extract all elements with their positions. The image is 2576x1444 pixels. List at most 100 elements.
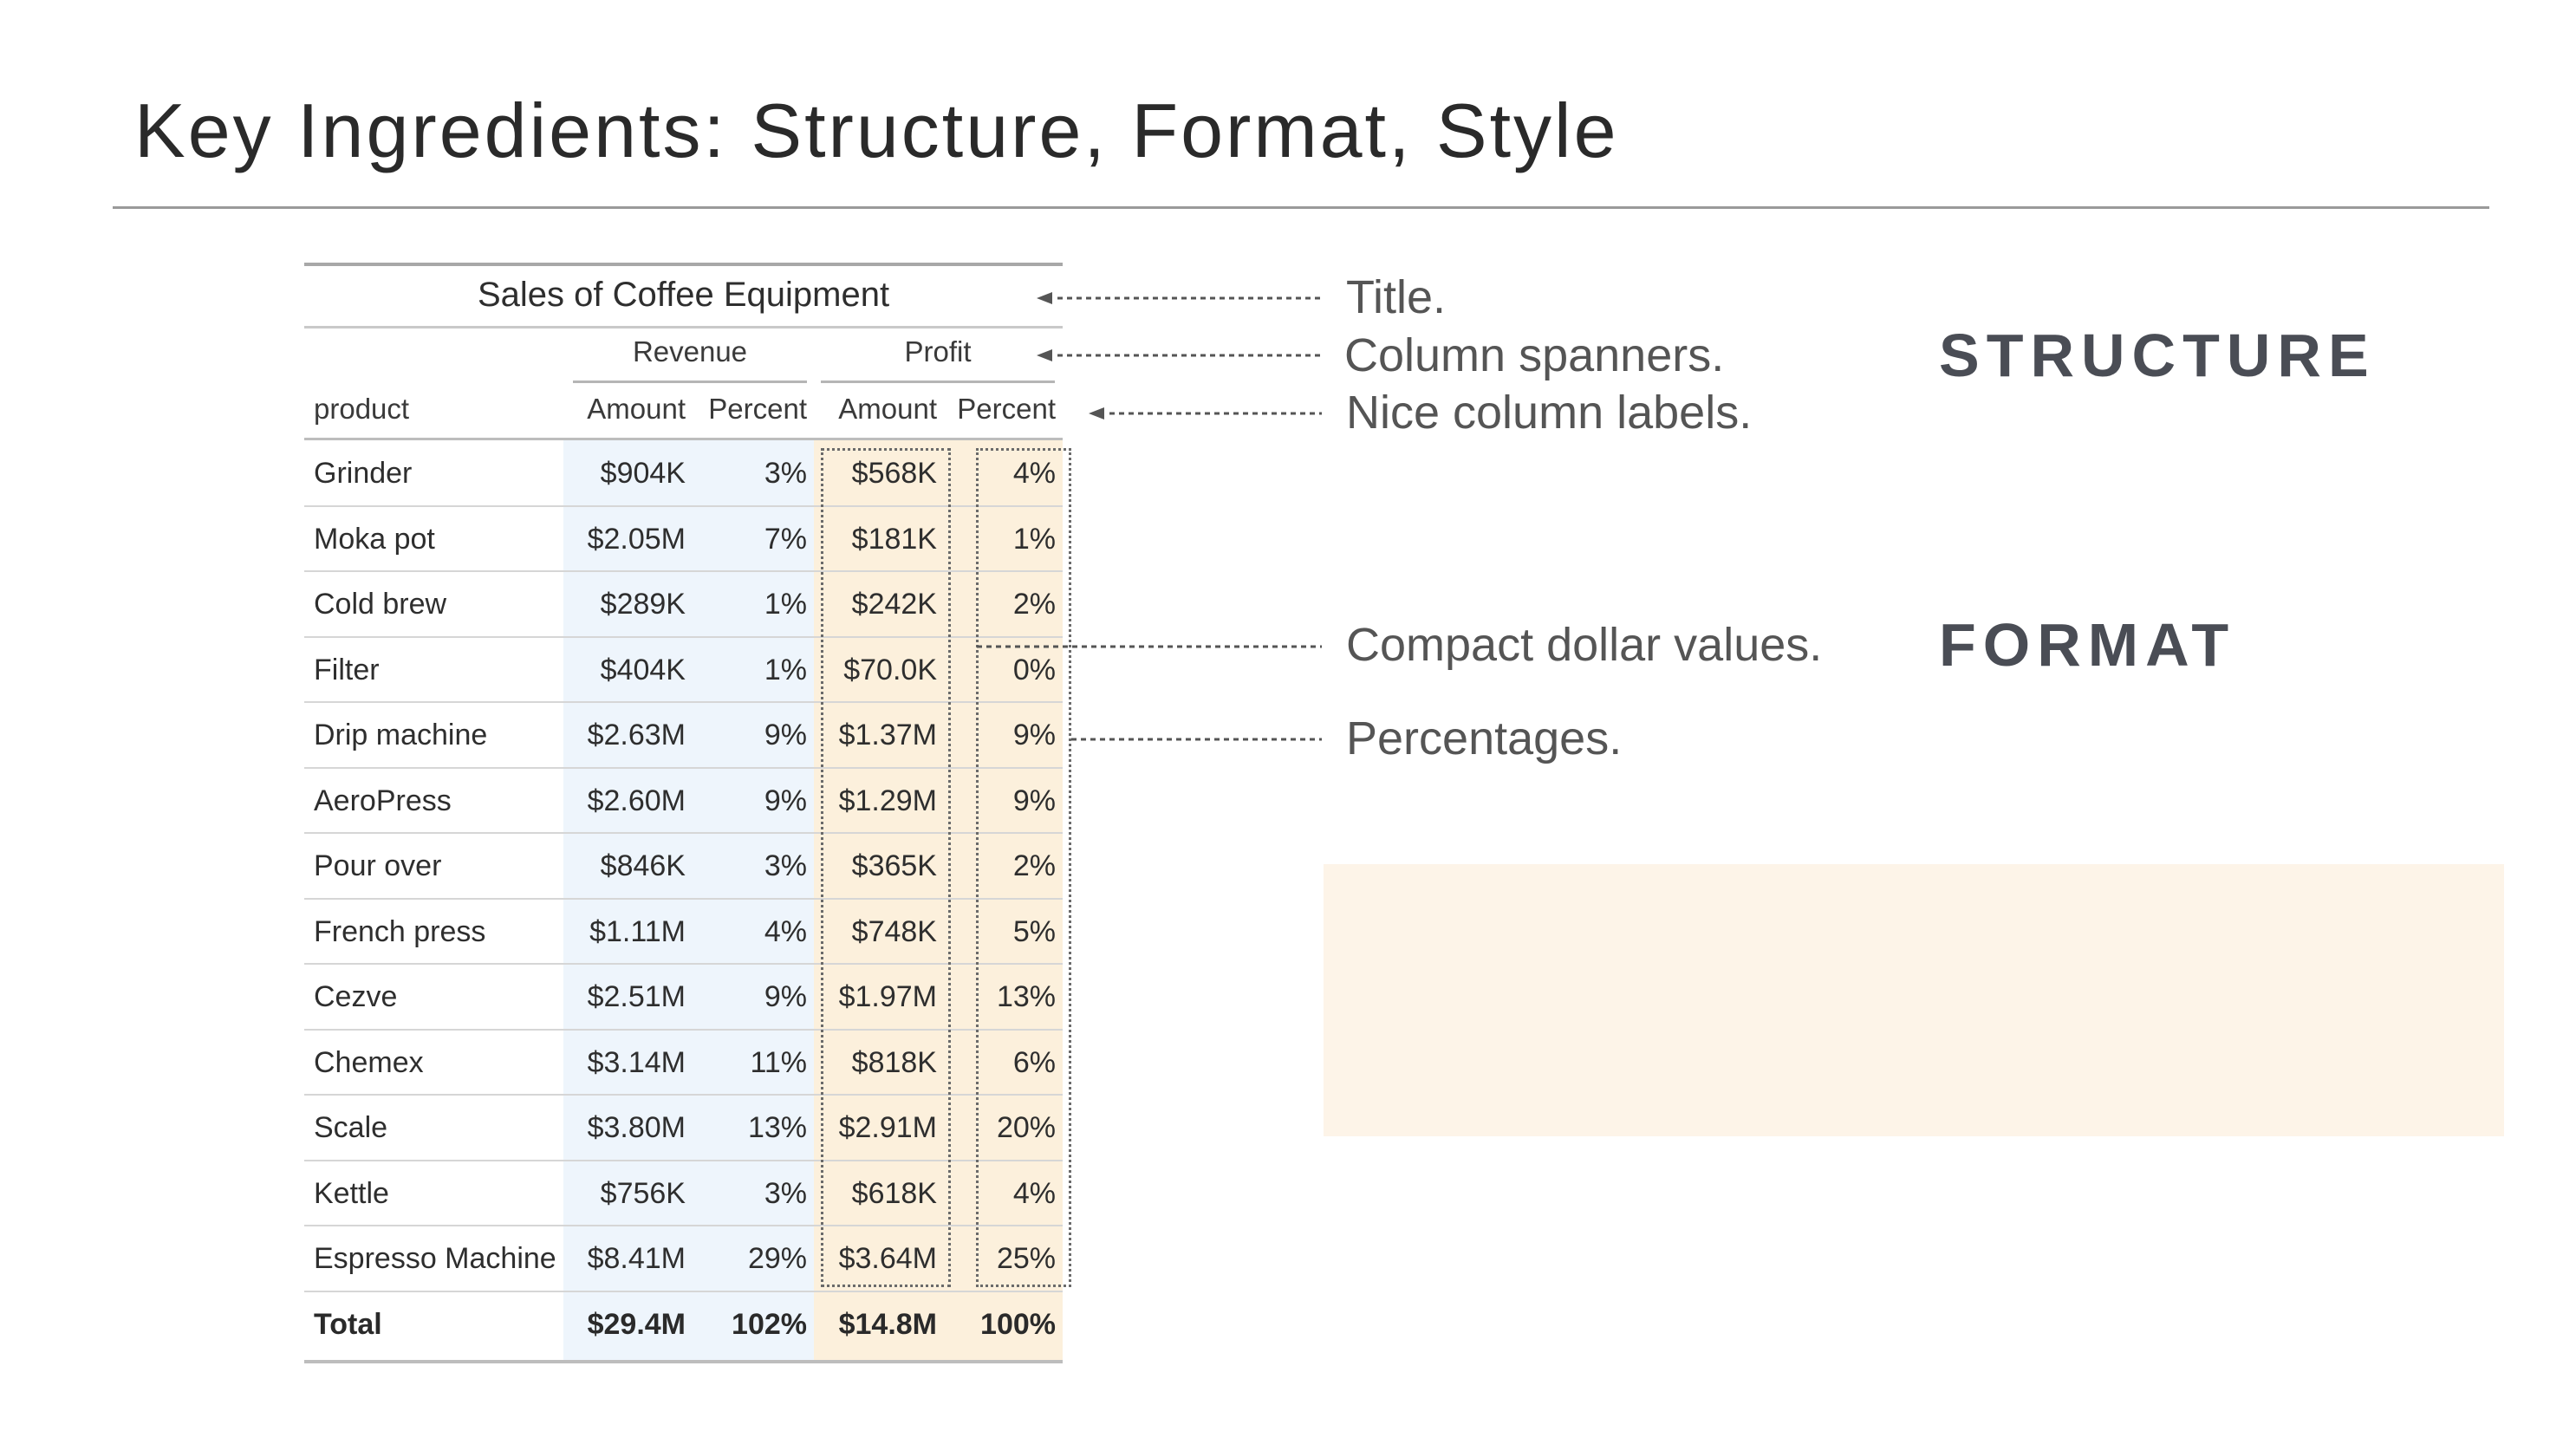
title-bottom-rule: [304, 326, 1063, 328]
row-divider: [304, 1159, 1063, 1161]
revenue-percent-cell: 29%: [747, 1242, 807, 1275]
annotation-labels: Nice column labels.: [1346, 387, 1753, 439]
revenue-percent-cell: 1%: [764, 588, 807, 621]
annotation-spanners: Column spanners.: [1344, 329, 1725, 381]
profit-percent-cell: 9%: [1012, 784, 1056, 817]
profit-percent-cell: 20%: [996, 1111, 1056, 1144]
sales-table: Sales of Coffee Equipment Revenue Profit…: [304, 263, 1071, 1363]
product-cell: Pour over: [314, 849, 442, 882]
table-top-rule: [304, 263, 1063, 266]
product-cell: Total: [314, 1307, 382, 1341]
arrowhead-labels: [1089, 407, 1104, 420]
revenue-amount-cell: $1.11M: [589, 914, 686, 948]
revenue-amount-cell: $2.60M: [587, 784, 686, 817]
profit-percent-cell: 0%: [1012, 653, 1056, 686]
revenue-amount-cell: $29.4M: [587, 1307, 686, 1341]
row-divider: [304, 635, 1063, 638]
revenue-amount-cell: $289K: [600, 588, 686, 621]
table-title: Sales of Coffee Equipment: [477, 276, 890, 314]
revenue-percent-cell: 3%: [764, 849, 807, 882]
profit-amount-cell: $818K: [851, 1045, 937, 1079]
revenue-amount-cell: $3.14M: [587, 1045, 686, 1079]
revenue-percent-cell: 13%: [747, 1111, 807, 1144]
annotation-title: Title.: [1346, 271, 1447, 323]
product-cell: French press: [314, 914, 486, 948]
profit-percent-cell: 9%: [1012, 719, 1056, 751]
spanner-profit-rule: [821, 381, 1055, 383]
profit-amount-cell: $70.0K: [843, 653, 937, 686]
row-divider: [304, 1028, 1063, 1031]
revenue-amount-cell: $2.05M: [587, 522, 686, 556]
profit-percent-highlight: [976, 448, 1071, 1287]
profit-amount-cell: $242K: [851, 588, 937, 621]
product-cell: Chemex: [314, 1045, 424, 1079]
revenue-percent-cell: 9%: [764, 719, 807, 751]
profit-percent-cell: 13%: [996, 980, 1056, 1013]
profit-amount-cell: $1.97M: [838, 980, 937, 1013]
spanner-revenue: Revenue: [632, 335, 748, 368]
profit-amount-cell: $618K: [851, 1176, 937, 1210]
table-bottom-rule: [304, 1360, 1063, 1363]
revenue-amount-cell: $756K: [600, 1176, 686, 1210]
profit-amount-highlight: [821, 448, 951, 1287]
profit-amount-cell: $14.8M: [838, 1307, 937, 1341]
revenue-amount-cell: $846K: [600, 849, 686, 882]
profit-percent-cell: 6%: [1012, 1045, 1056, 1079]
revenue-amount-cell: $2.63M: [587, 719, 686, 751]
row-divider: [304, 963, 1063, 965]
category-structure: STRUCTURE: [1939, 322, 2376, 389]
row-divider: [304, 1225, 1063, 1226]
annotation-compact: Compact dollar values.: [1346, 619, 1823, 671]
profit-percent-cell: 4%: [1012, 1176, 1056, 1210]
revenue-percent-cell: 3%: [764, 1176, 807, 1210]
profit-amount-cell: $2.91M: [838, 1111, 937, 1144]
profit-percent-cell: 2%: [1012, 588, 1056, 621]
row-divider: [304, 504, 1063, 507]
profit-percent-cell: 2%: [1012, 849, 1056, 882]
profit-percent-cell: 5%: [1012, 914, 1056, 948]
revenue-percent-cell: 4%: [764, 914, 807, 948]
product-cell: Espresso Machine: [314, 1242, 556, 1275]
title-divider: [113, 206, 2489, 209]
product-cell: Cold brew: [314, 588, 447, 621]
profit-amount-cell: $3.64M: [838, 1242, 937, 1275]
profit-percent-cell: 100%: [980, 1307, 1056, 1341]
stub-label: product: [314, 393, 410, 425]
category-format: FORMAT: [1939, 611, 2236, 679]
spanner-profit: Profit: [904, 335, 972, 368]
profit-percent-cell: 4%: [1012, 457, 1056, 490]
product-cell: Grinder: [314, 457, 413, 490]
profit-amount-cell: $568K: [851, 457, 937, 490]
revenue-column-shading: [563, 440, 814, 1363]
revenue-percent-cell: 3%: [764, 457, 807, 490]
style-highlight-box: [1324, 864, 2504, 1136]
row-divider: [304, 897, 1063, 900]
product-cell: Drip machine: [314, 719, 488, 751]
profit-amount-cell: $748K: [851, 914, 937, 948]
product-cell: Filter: [314, 653, 380, 686]
col-label-prof-percent: Percent: [957, 393, 1056, 425]
revenue-amount-cell: $404K: [600, 653, 686, 686]
product-cell: Moka pot: [314, 522, 435, 556]
product-cell: Kettle: [314, 1176, 389, 1210]
col-label-prof-amount: Amount: [838, 393, 937, 425]
revenue-percent-cell: 11%: [750, 1045, 807, 1079]
profit-amount-cell: $365K: [851, 849, 937, 882]
revenue-percent-cell: 102%: [732, 1307, 807, 1341]
arrowhead-spanner: [1037, 349, 1052, 361]
product-cell: AeroPress: [314, 784, 452, 817]
col-label-rev-amount: Amount: [587, 393, 686, 425]
revenue-amount-cell: $2.51M: [587, 980, 686, 1013]
annotation-percentages: Percentages.: [1346, 712, 1623, 764]
col-label-rev-percent: Percent: [708, 393, 807, 425]
profit-column-shading: [814, 440, 1063, 1363]
row-divider: [304, 570, 1063, 572]
revenue-percent-cell: 9%: [764, 784, 807, 817]
product-cell: Scale: [314, 1111, 388, 1144]
row-divider: [304, 832, 1063, 834]
spanner-revenue-rule: [573, 381, 807, 383]
profit-amount-cell: $1.37M: [838, 719, 937, 751]
profit-percent-cell: 1%: [1012, 522, 1056, 556]
revenue-percent-cell: 9%: [764, 980, 807, 1013]
